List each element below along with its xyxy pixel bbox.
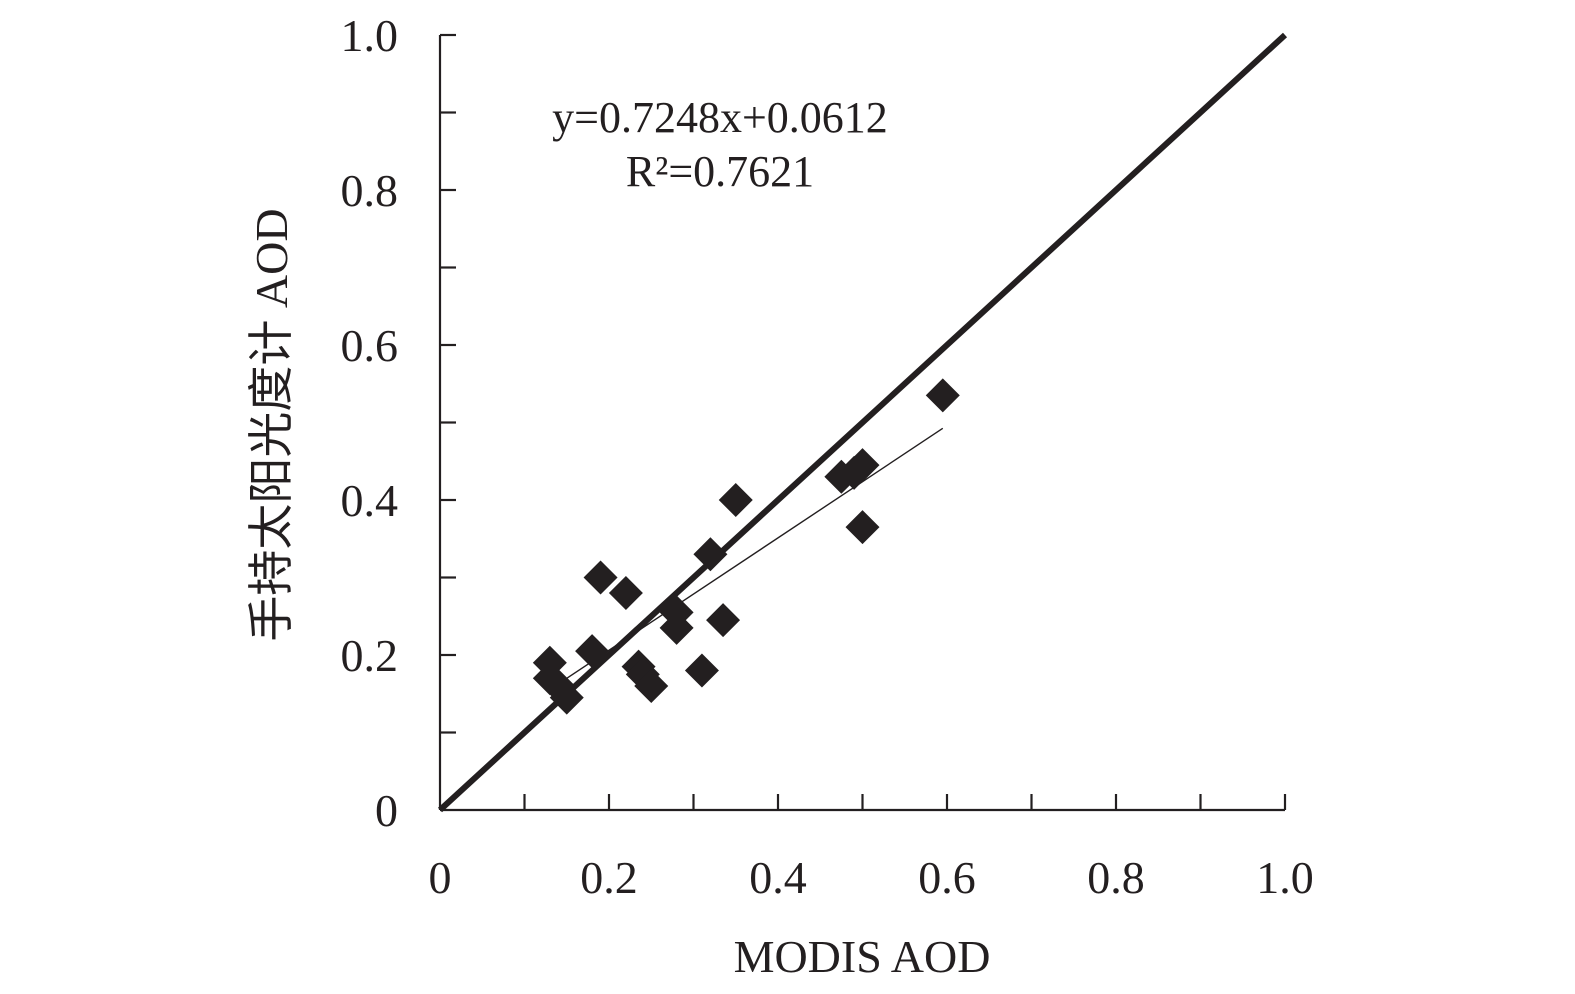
one-to-one-line [437, 32, 1288, 813]
y-tick-label: 0.4 [341, 475, 399, 526]
y-tick-label: 0 [375, 785, 398, 836]
data-point [549, 680, 584, 715]
y-tick-label: 0.6 [341, 320, 399, 371]
y-tick-label: 1.0 [341, 10, 399, 61]
x-tick-label: 1.0 [1256, 852, 1314, 903]
tick-marks [440, 33, 1287, 810]
x-tick-label: 0.6 [918, 852, 976, 903]
x-tick-label: 0.8 [1087, 852, 1145, 903]
data-point [684, 653, 719, 688]
regression-line [549, 427, 944, 691]
x-tick-label: 0 [429, 852, 452, 903]
data-point [925, 378, 960, 413]
data-point [718, 483, 753, 517]
data-point [659, 610, 694, 645]
data-points [532, 378, 960, 715]
y-tick-labels: 0 0.2 0.4 0.6 0.8 1.0 [341, 10, 399, 836]
y-axis-title: 手持太阳光度计 AOD [246, 208, 297, 641]
y-tick-label: 0.8 [341, 165, 399, 216]
x-axis-title: MODIS AOD [734, 931, 991, 982]
data-point [575, 634, 610, 669]
data-point [608, 576, 643, 610]
data-point [845, 448, 880, 483]
data-point [634, 669, 669, 703]
x-tick-label: 0.4 [749, 852, 807, 903]
data-point [845, 510, 880, 545]
regression-equation: y=0.7248x+0.0612 [552, 93, 888, 142]
x-tick-label: 0.2 [580, 852, 638, 903]
data-point [706, 603, 741, 638]
y-tick-label: 0.2 [341, 630, 399, 681]
x-tick-labels: 0 0.2 0.4 0.6 0.8 1.0 [429, 852, 1314, 903]
data-point [693, 537, 728, 572]
r-squared: R²=0.7621 [626, 147, 814, 196]
data-point [583, 560, 618, 595]
